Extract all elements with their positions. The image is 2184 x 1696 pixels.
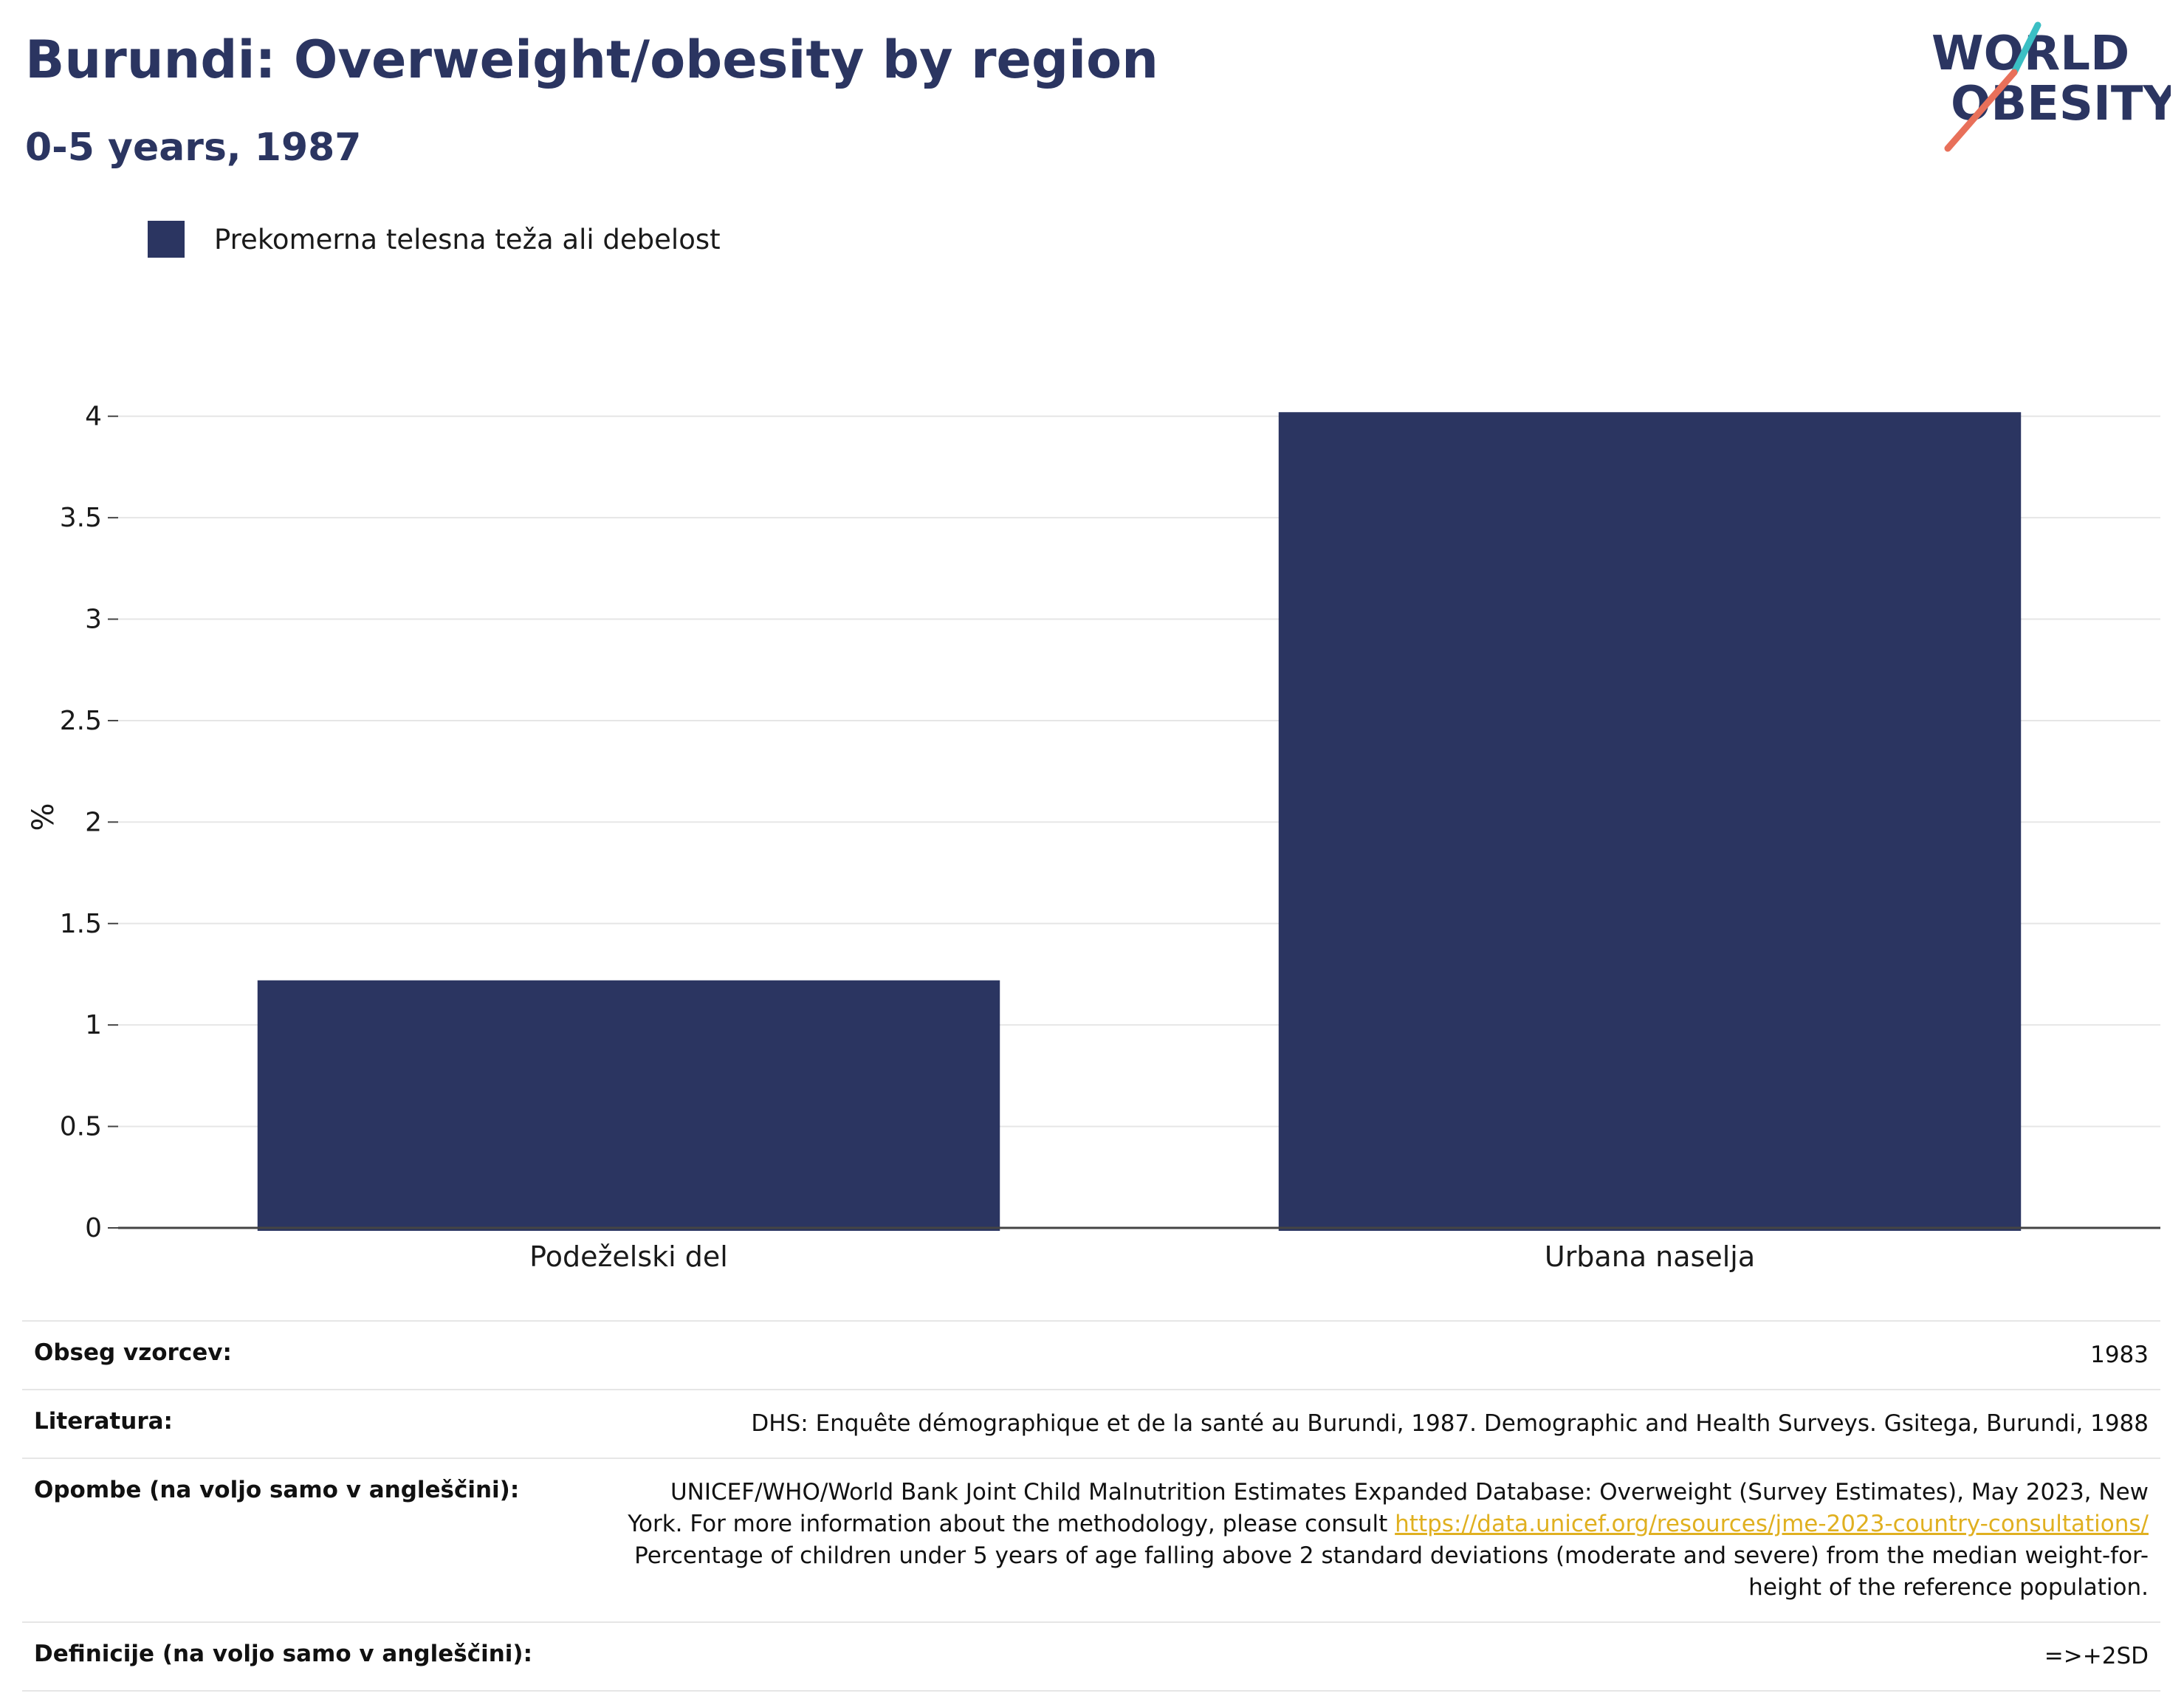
notes-line-3: Percentage of children under 5 years of …	[634, 1542, 2149, 1569]
y-tick-label: 0	[85, 1213, 102, 1243]
world-obesity-logo: WORLD OBESITY	[1931, 21, 2171, 152]
chart-legend: Prekomerna telesna teža ali debelost	[148, 220, 721, 258]
meta-value: =>+2SD	[2044, 1643, 2149, 1669]
meta-label: Opombe (na voljo samo v angleščini):	[34, 1477, 520, 1503]
legend-label: Prekomerna telesna teža ali debelost	[214, 223, 721, 255]
notes-line-2: York. For more information about the met…	[628, 1508, 2149, 1540]
meta-label: Obseg vzorcev:	[34, 1339, 232, 1366]
meta-label: Literatura:	[34, 1408, 173, 1435]
notes-line-2-text: York. For more information about the met…	[628, 1511, 1395, 1537]
page-subtitle: 0-5 years, 1987	[25, 126, 362, 170]
y-tick-label: 1.5	[60, 909, 102, 939]
notes-line-4: height of the reference population.	[1748, 1574, 2149, 1601]
metadata-table: Obseg vzorcev: 1983 Literatura: DHS: Enq…	[22, 1320, 2160, 1692]
y-tick-label: 3.5	[60, 503, 102, 533]
y-tick-label: 2	[85, 807, 102, 837]
legend-swatch	[148, 221, 185, 258]
y-tick-label: 0.5	[60, 1112, 102, 1142]
logo-slash-top	[2010, 21, 2042, 76]
y-tick-label: 2.5	[60, 706, 102, 736]
meta-value: UNICEF/WHO/World Bank Joint Child Malnut…	[628, 1477, 2149, 1604]
x-tick-label: Urbana naselja	[1545, 1240, 1755, 1273]
y-tick-label: 1	[85, 1010, 102, 1040]
y-tick-label: 4	[85, 402, 102, 432]
meta-row-notes: Opombe (na voljo samo v angleščini): UNI…	[22, 1458, 2160, 1621]
meta-row-literature: Literatura: DHS: Enquête démographique e…	[22, 1389, 2160, 1458]
notes-line-1: UNICEF/WHO/World Bank Joint Child Malnut…	[670, 1479, 2149, 1506]
bar	[257, 980, 1000, 1231]
methodology-link[interactable]: https://data.unicef.org/resources/jme-20…	[1395, 1511, 2149, 1537]
meta-value: DHS: Enquête démographique et de la sant…	[751, 1410, 2149, 1437]
meta-label: Definicije (na voljo samo v angleščini):	[34, 1641, 532, 1667]
logo-slash-bottom	[1944, 69, 2018, 152]
bar-chart: 0 0.5 1 1.5 2 2.5 3 3.5 4 Podeželski del Urbana na…	[27, 402, 2160, 1273]
meta-row-sample-size: Obseg vzorcev: 1983	[22, 1320, 2160, 1389]
page-title: Burundi: Overweight/obesity by region	[25, 30, 1159, 90]
bar	[1278, 412, 2022, 1232]
y-tick-label: 3	[85, 605, 102, 635]
meta-value: 1983	[2090, 1342, 2149, 1368]
x-tick-label: Podeželski del	[529, 1240, 728, 1273]
meta-row-definitions: Definicije (na voljo samo v angleščini):…	[22, 1621, 2160, 1692]
y-axis-label: %	[27, 803, 61, 831]
